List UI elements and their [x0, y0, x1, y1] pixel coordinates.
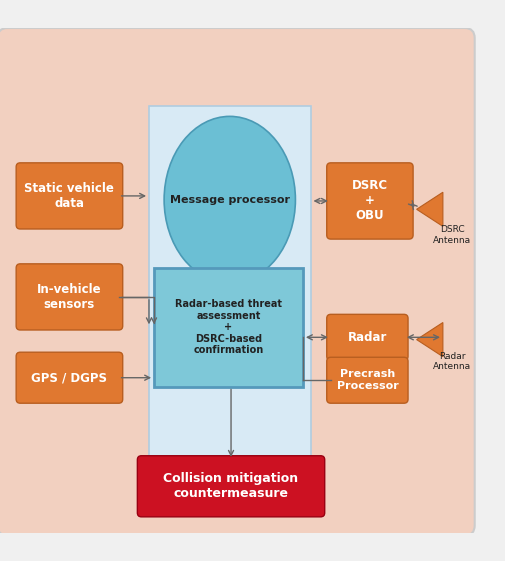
Polygon shape: [417, 323, 443, 357]
Polygon shape: [417, 192, 443, 227]
Text: Radar
Antenna: Radar Antenna: [433, 352, 471, 371]
FancyBboxPatch shape: [149, 106, 311, 475]
FancyBboxPatch shape: [0, 28, 475, 536]
Text: Precrash
Processor: Precrash Processor: [336, 370, 398, 391]
FancyBboxPatch shape: [327, 314, 408, 360]
Text: In-vehicle
sensors: In-vehicle sensors: [37, 283, 102, 311]
FancyBboxPatch shape: [327, 163, 413, 239]
Text: Radar-based threat
assessment
+
DSRC-based
confirmation: Radar-based threat assessment + DSRC-bas…: [175, 299, 282, 356]
FancyBboxPatch shape: [16, 352, 123, 403]
FancyBboxPatch shape: [16, 264, 123, 330]
FancyBboxPatch shape: [154, 268, 303, 387]
Text: DSRC
Antenna: DSRC Antenna: [433, 226, 471, 245]
Text: GPS / DGPS: GPS / DGPS: [31, 371, 108, 384]
Ellipse shape: [164, 116, 295, 283]
FancyBboxPatch shape: [16, 163, 123, 229]
Text: DSRC
+
OBU: DSRC + OBU: [352, 180, 388, 223]
Text: Radar: Radar: [348, 331, 387, 344]
Text: Collision mitigation
countermeasure: Collision mitigation countermeasure: [164, 472, 298, 500]
Text: Static vehicle
data: Static vehicle data: [25, 182, 114, 210]
Text: Message processor: Message processor: [170, 195, 290, 205]
FancyBboxPatch shape: [327, 357, 408, 403]
FancyBboxPatch shape: [137, 456, 325, 517]
